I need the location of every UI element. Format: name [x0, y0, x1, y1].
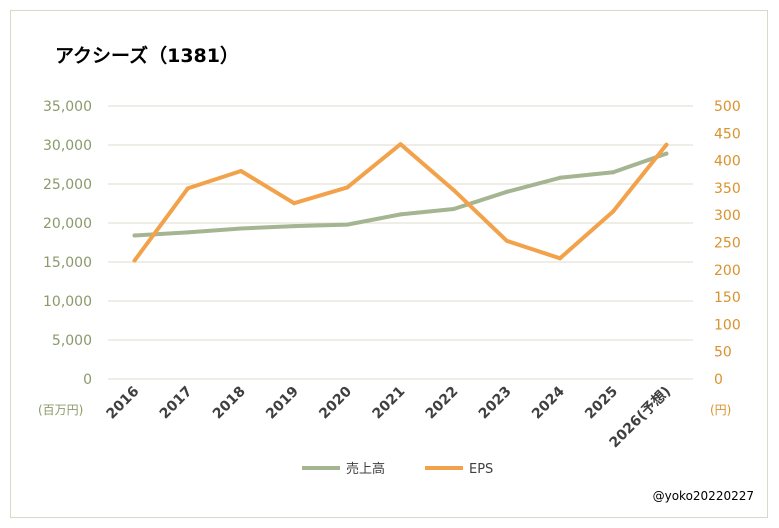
- left-tick-label: 0: [83, 372, 92, 388]
- category-label: 2016: [104, 384, 143, 423]
- series-0-point: [238, 226, 243, 231]
- left-tick-label: 5,000: [52, 333, 92, 349]
- category-label: 2020: [316, 383, 355, 422]
- left-tick-label: 35,000: [43, 99, 92, 115]
- series-0-point: [345, 222, 350, 227]
- category-label: 2023: [476, 384, 515, 423]
- left-tick-label: 10,000: [43, 294, 92, 310]
- right-tick-label: 400: [714, 154, 741, 170]
- grid: [108, 105, 693, 380]
- category-axis: 2016 2017 2018 2019 2020 2021 2022 2023 2024 2025…: [104, 383, 675, 451]
- category-label: 2022: [423, 384, 462, 423]
- series-1-point: [451, 188, 456, 193]
- series-layer: [132, 142, 669, 263]
- category-label: 2018: [210, 384, 249, 423]
- series-0-point: [664, 151, 669, 156]
- right-tick-label: 250: [714, 236, 741, 252]
- right-tick-label: 200: [714, 263, 741, 279]
- right-tick-label: 150: [714, 290, 741, 306]
- category-label: 2024: [529, 383, 568, 422]
- series-0-point: [611, 170, 616, 175]
- series-1-point: [238, 168, 243, 173]
- series-0-point: [451, 206, 456, 211]
- series-0-point: [292, 224, 297, 229]
- legend-label: EPS: [469, 462, 493, 477]
- right-axis: 0 50 100 150 200 250 300 350 400 450 500: [714, 99, 741, 388]
- left-tick-label: 25,000: [43, 177, 92, 193]
- series-line-1: [132, 142, 669, 263]
- right-tick-label: 450: [714, 126, 741, 142]
- series-1-point: [611, 209, 616, 214]
- series-1-point: [132, 258, 137, 263]
- category-label: 2025: [582, 384, 621, 423]
- series-0-point: [132, 233, 137, 238]
- category-label: 2021: [369, 384, 408, 423]
- right-tick-label: 0: [714, 372, 723, 388]
- series-1-point: [345, 185, 350, 190]
- right-tick-label: 100: [714, 317, 741, 333]
- right-tick-label: 50: [714, 345, 732, 361]
- series-1-point: [558, 256, 563, 261]
- left-tick-label: 15,000: [43, 255, 92, 271]
- legend: 売上高 EPS: [302, 461, 493, 477]
- right-axis-unit: (円): [710, 403, 731, 417]
- category-label: 2017: [157, 384, 196, 423]
- chart-frame: [10, 10, 768, 518]
- series-1-point: [504, 238, 509, 243]
- series-0-point: [504, 189, 509, 194]
- series-1-point: [664, 142, 669, 147]
- series-1-point: [185, 186, 190, 191]
- series-0-point: [185, 230, 190, 235]
- chart-title: アクシーズ（1381）: [55, 44, 239, 67]
- series-0-point: [558, 175, 563, 180]
- right-tick-label: 300: [714, 208, 741, 224]
- left-axis: 0 5,000 10,000 15,000 20,000 25,000 30,000 35,0…: [43, 99, 92, 388]
- legend-label: 売上高: [346, 461, 385, 477]
- credit: @yoko20220227: [653, 489, 754, 503]
- left-tick-label: 20,000: [43, 216, 92, 232]
- series-1-point: [292, 201, 297, 206]
- left-axis-unit: (百万円): [38, 403, 83, 417]
- category-label: 2019: [263, 384, 302, 423]
- left-tick-label: 30,000: [43, 138, 92, 154]
- right-tick-label: 350: [714, 181, 741, 197]
- series-1-point: [398, 142, 403, 147]
- right-tick-label: 500: [714, 99, 741, 115]
- series-0-point: [398, 212, 403, 217]
